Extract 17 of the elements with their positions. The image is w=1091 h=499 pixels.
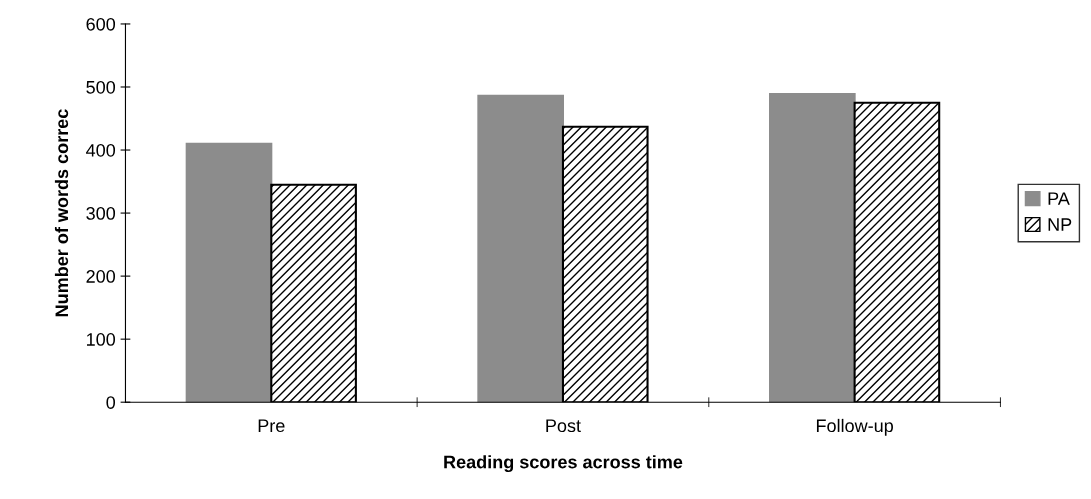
x-axis-title: Reading scores across time bbox=[444, 455, 683, 473]
bar bbox=[477, 94, 564, 403]
x-tick-label: Follow-up bbox=[816, 418, 893, 436]
x-tick-label: Pre bbox=[258, 419, 285, 433]
legend-label: NP bbox=[1048, 218, 1072, 231]
y-tick-label: 100 bbox=[87, 333, 116, 346]
y-tick-label: 400 bbox=[86, 143, 116, 157]
y-tick-label: 0 bbox=[106, 396, 116, 409]
y-tick-label: 200 bbox=[86, 270, 116, 283]
x-tick-label: Post bbox=[546, 419, 581, 433]
bar bbox=[185, 142, 273, 403]
y-tick-label: 600 bbox=[86, 17, 116, 31]
y-axis-title: Number of words correc bbox=[54, 109, 69, 317]
y-tick-label: 500 bbox=[86, 80, 116, 94]
legend-label: PA bbox=[1048, 192, 1070, 205]
y-tick-label: 300 bbox=[86, 207, 116, 220]
bar bbox=[769, 92, 856, 403]
